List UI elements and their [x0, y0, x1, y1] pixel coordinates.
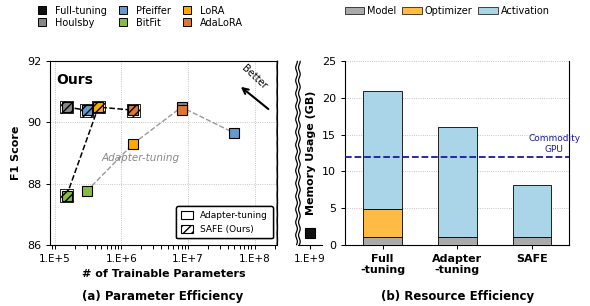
Text: Better: Better — [240, 63, 269, 91]
Y-axis label: Memory Usage (GB): Memory Usage (GB) — [306, 91, 316, 215]
Text: (b) Resource Efficiency: (b) Resource Efficiency — [381, 290, 534, 303]
Bar — [363, 91, 402, 209]
Point — [94, 105, 103, 110]
Y-axis label: F1 Score: F1 Score — [11, 126, 21, 180]
Bar — [363, 209, 402, 237]
Point — [62, 105, 71, 110]
X-axis label: # of Trainable Parameters: # of Trainable Parameters — [82, 269, 245, 279]
Point — [129, 108, 138, 113]
Legend: Adapter-tuning, SAFE (Ours): Adapter-tuning, SAFE (Ours) — [176, 206, 273, 238]
Text: Ours: Ours — [56, 73, 93, 87]
Point — [82, 108, 91, 113]
Legend: Full-tuning, Houlsby, Pfeiffer, BitFit, LoRA, AdaLoRA: Full-tuning, Houlsby, Pfeiffer, BitFit, … — [28, 2, 247, 32]
Bar — [513, 185, 552, 237]
Bar — [438, 127, 477, 237]
Legend: Model, Optimizer, Activation: Model, Optimizer, Activation — [341, 2, 553, 20]
Bar — [363, 237, 402, 245]
Bar — [513, 237, 552, 245]
Point — [62, 193, 71, 198]
Text: Adapter-tuning: Adapter-tuning — [101, 153, 179, 163]
Text: Commodity
GPU: Commodity GPU — [528, 134, 581, 154]
Text: (a) Parameter Efficiency: (a) Parameter Efficiency — [81, 290, 243, 303]
Bar — [438, 237, 477, 245]
